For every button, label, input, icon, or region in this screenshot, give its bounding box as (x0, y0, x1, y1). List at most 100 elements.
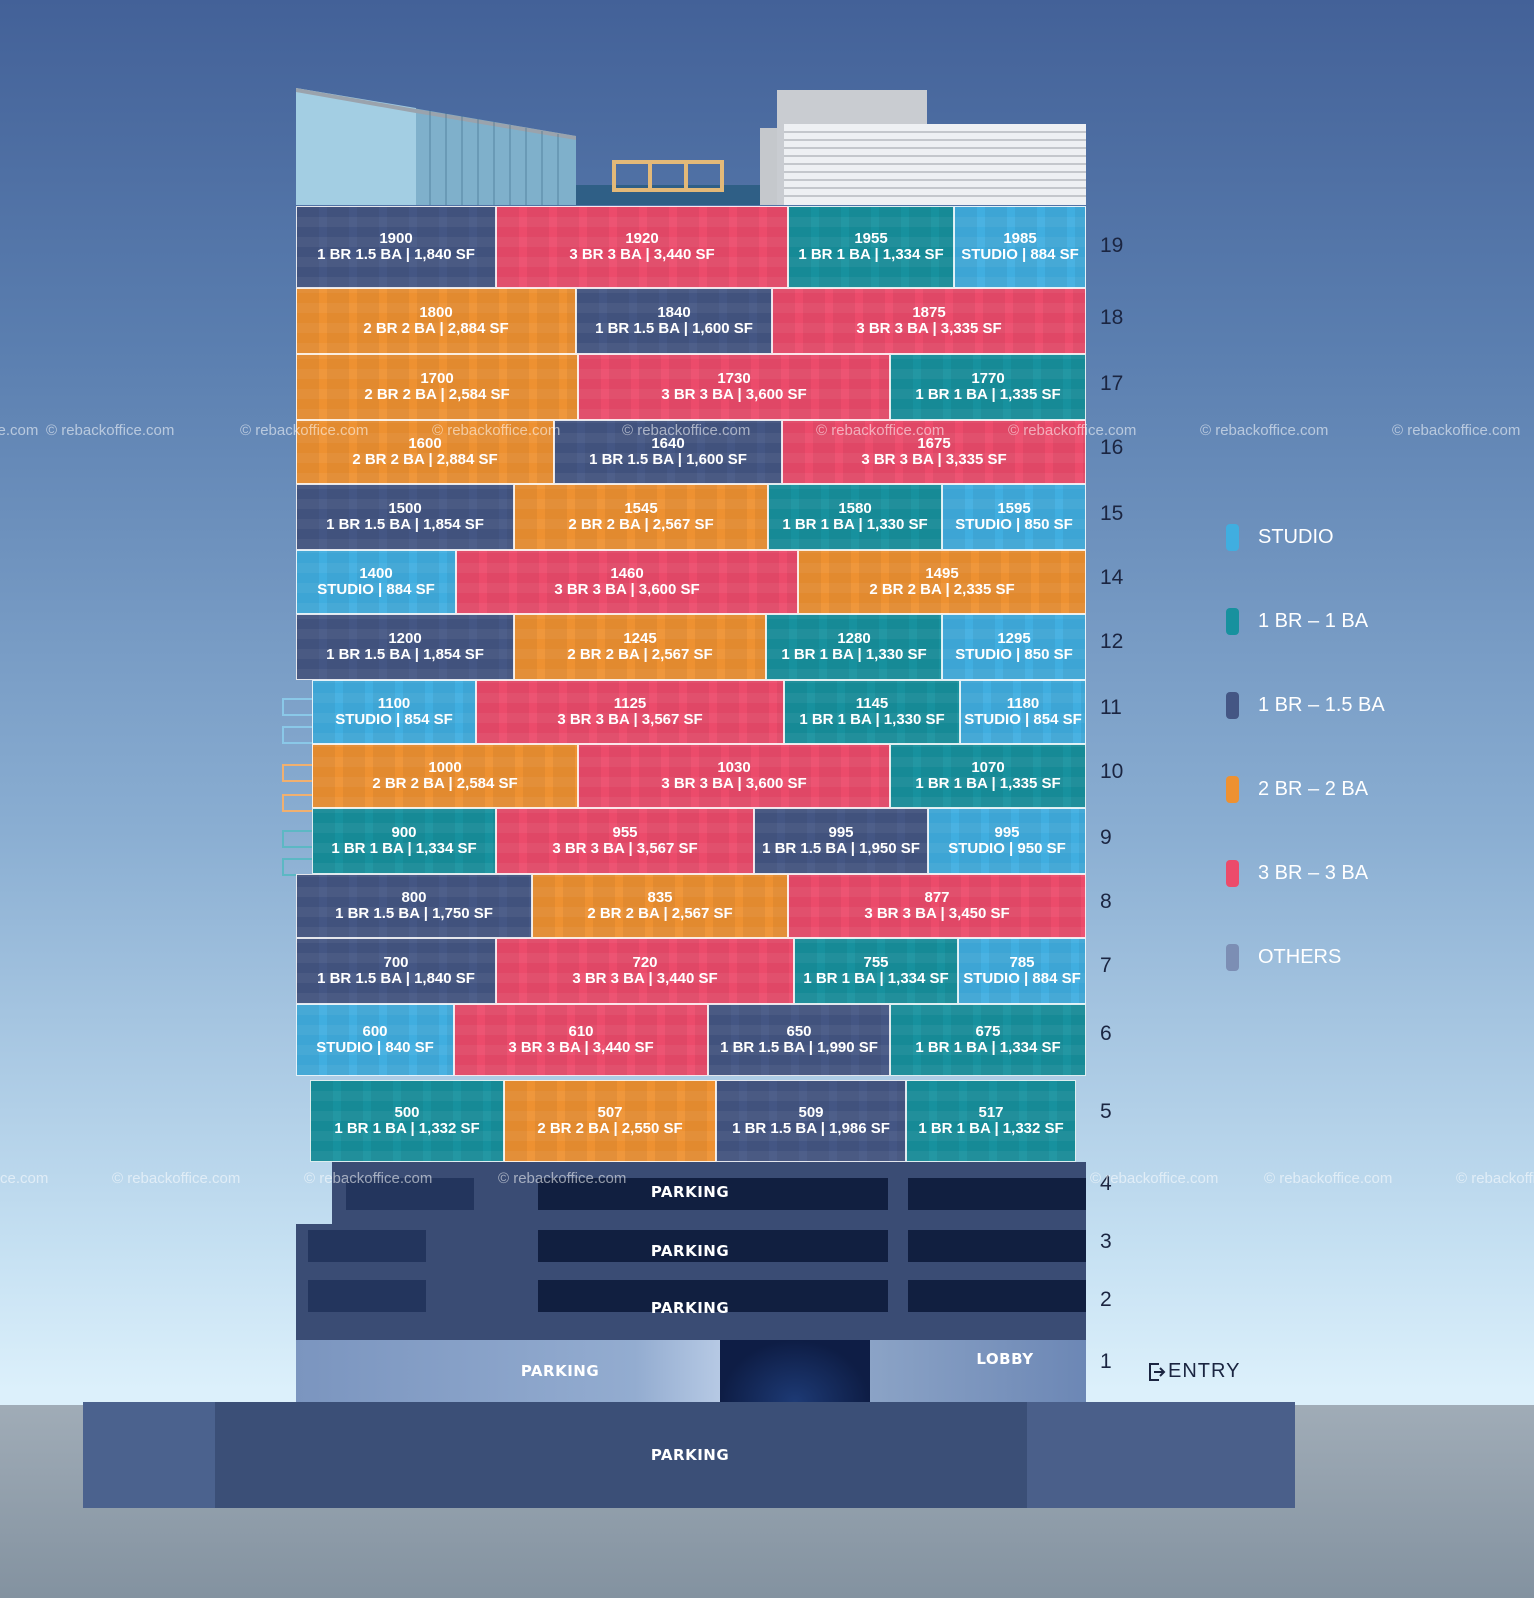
unit-1145[interactable]: 1145 1 BR 1 BA | 1,330 SF (784, 680, 960, 744)
unit-1280[interactable]: 1280 1 BR 1 BA | 1,330 SF (766, 614, 942, 680)
unit-number: 1875 (912, 304, 946, 321)
unit-1985[interactable]: 1985 STUDIO | 884 SF (954, 206, 1086, 288)
unit-1460[interactable]: 1460 3 BR 3 BA | 3,600 SF (456, 550, 798, 614)
unit-details: 2 BR 2 BA | 2,884 SF (363, 320, 509, 337)
unit-1900[interactable]: 1900 1 BR 1.5 BA | 1,840 SF (296, 206, 496, 288)
unit-1295[interactable]: 1295 STUDIO | 850 SF (942, 614, 1086, 680)
unit-995[interactable]: 995 1 BR 1.5 BA | 1,950 SF (754, 808, 928, 874)
unit-number: 1675 (917, 435, 951, 452)
floor-number-7: 7 (1100, 954, 1112, 977)
watermark-text: © rebackoffice.com (622, 422, 751, 439)
unit-number: 1955 (854, 230, 888, 247)
unit-517[interactable]: 517 1 BR 1 BA | 1,332 SF (906, 1080, 1076, 1162)
unit-1640[interactable]: 1640 1 BR 1.5 BA | 1,600 SF (554, 420, 782, 484)
unit-1700[interactable]: 1700 2 BR 2 BA | 2,584 SF (296, 354, 578, 420)
legend-swatch (1226, 608, 1239, 635)
unit-number: 1495 (925, 565, 959, 582)
legend-swatch (1226, 860, 1239, 887)
unit-1500[interactable]: 1500 1 BR 1.5 BA | 1,854 SF (296, 484, 514, 550)
floor-number-1: 1 (1100, 1350, 1112, 1373)
unit-number: 500 (394, 1104, 420, 1121)
unit-650[interactable]: 650 1 BR 1.5 BA | 1,990 SF (708, 1004, 890, 1076)
unit-610[interactable]: 610 3 BR 3 BA | 3,440 SF (454, 1004, 708, 1076)
unit-1180[interactable]: 1180 STUDIO | 854 SF (960, 680, 1086, 744)
unit-1595[interactable]: 1595 STUDIO | 850 SF (942, 484, 1086, 550)
parking-label-4: PARKING (650, 1183, 730, 1201)
ground-floor-entrance (720, 1340, 870, 1402)
unit-800[interactable]: 800 1 BR 1.5 BA | 1,750 SF (296, 874, 532, 938)
unit-number: 755 (863, 954, 889, 971)
unit-507[interactable]: 507 2 BR 2 BA | 2,550 SF (504, 1080, 716, 1162)
unit-720[interactable]: 720 3 BR 3 BA | 3,440 SF (496, 938, 794, 1004)
unit-details: 1 BR 1 BA | 1,334 SF (331, 840, 477, 857)
unit-details: 1 BR 1 BA | 1,335 SF (915, 775, 1061, 792)
floor-number-2: 2 (1100, 1288, 1112, 1311)
watermark-text: © rebackoffice.com (240, 422, 369, 439)
unit-details: 2 BR 2 BA | 2,584 SF (372, 775, 518, 792)
floor-number-5: 5 (1100, 1100, 1112, 1123)
unit-900[interactable]: 900 1 BR 1 BA | 1,334 SF (312, 808, 496, 874)
watermark-text: © rebackoffice.com (1090, 1170, 1219, 1187)
parking-levels-3-2 (296, 1224, 1086, 1340)
unit-995[interactable]: 995 STUDIO | 950 SF (928, 808, 1086, 874)
unit-700[interactable]: 700 1 BR 1.5 BA | 1,840 SF (296, 938, 496, 1004)
unit-1000[interactable]: 1000 2 BR 2 BA | 2,584 SF (312, 744, 578, 808)
balcony-stubs (282, 684, 314, 876)
unit-1030[interactable]: 1030 3 BR 3 BA | 3,600 SF (578, 744, 890, 808)
unit-785[interactable]: 785 STUDIO | 884 SF (958, 938, 1086, 1004)
unit-number: 835 (647, 889, 673, 906)
floor-number-15: 15 (1100, 502, 1124, 525)
unit-number: 509 (798, 1104, 824, 1121)
unit-1070[interactable]: 1070 1 BR 1 BA | 1,335 SF (890, 744, 1086, 808)
unit-1730[interactable]: 1730 3 BR 3 BA | 3,600 SF (578, 354, 890, 420)
unit-details: 3 BR 3 BA | 3,600 SF (554, 581, 700, 598)
unit-1675[interactable]: 1675 3 BR 3 BA | 3,335 SF (782, 420, 1086, 484)
unit-details: 1 BR 1 BA | 1,330 SF (782, 516, 928, 533)
unit-600[interactable]: 600 STUDIO | 840 SF (296, 1004, 454, 1076)
unit-number: 1295 (997, 630, 1031, 647)
unit-1495[interactable]: 1495 2 BR 2 BA | 2,335 SF (798, 550, 1086, 614)
unit-675[interactable]: 675 1 BR 1 BA | 1,334 SF (890, 1004, 1086, 1076)
legend-label: 3 BR – 3 BA (1258, 862, 1369, 884)
unit-1800[interactable]: 1800 2 BR 2 BA | 2,884 SF (296, 288, 576, 354)
unit-details: 3 BR 3 BA | 3,567 SF (552, 840, 698, 857)
legend-swatch (1226, 944, 1239, 971)
unit-details: 1 BR 1.5 BA | 1,990 SF (720, 1039, 878, 1056)
unit-details: 3 BR 3 BA | 3,600 SF (661, 775, 807, 792)
unit-details: 1 BR 1 BA | 1,334 SF (915, 1039, 1061, 1056)
unit-955[interactable]: 955 3 BR 3 BA | 3,567 SF (496, 808, 754, 874)
unit-1600[interactable]: 1600 2 BR 2 BA | 2,884 SF (296, 420, 554, 484)
unit-1770[interactable]: 1770 1 BR 1 BA | 1,335 SF (890, 354, 1086, 420)
unit-number: 1770 (971, 370, 1005, 387)
unit-1920[interactable]: 1920 3 BR 3 BA | 3,440 SF (496, 206, 788, 288)
unit-1200[interactable]: 1200 1 BR 1.5 BA | 1,854 SF (296, 614, 514, 680)
unit-details: STUDIO | 854 SF (335, 711, 453, 728)
unit-500[interactable]: 500 1 BR 1 BA | 1,332 SF (310, 1080, 504, 1162)
watermark-text: © rebackoffice.com (1264, 1170, 1393, 1187)
unit-number: 877 (924, 889, 950, 906)
unit-number: 1100 (377, 695, 411, 712)
unit-number: 517 (978, 1104, 1004, 1121)
unit-1840[interactable]: 1840 1 BR 1.5 BA | 1,600 SF (576, 288, 772, 354)
unit-number: 1700 (420, 370, 454, 387)
unit-1400[interactable]: 1400 STUDIO | 884 SF (296, 550, 456, 614)
unit-1875[interactable]: 1875 3 BR 3 BA | 3,335 SF (772, 288, 1086, 354)
unit-877[interactable]: 877 3 BR 3 BA | 3,450 SF (788, 874, 1086, 938)
unit-1100[interactable]: 1100 STUDIO | 854 SF (312, 680, 476, 744)
unit-number: 1030 (717, 759, 751, 776)
unit-1580[interactable]: 1580 1 BR 1 BA | 1,330 SF (768, 484, 942, 550)
unit-details: 1 BR 1 BA | 1,334 SF (798, 246, 944, 263)
watermark-text: © rebackoffice.com (1456, 1170, 1534, 1187)
legend-swatch (1226, 776, 1239, 803)
unit-835[interactable]: 835 2 BR 2 BA | 2,567 SF (532, 874, 788, 938)
unit-509[interactable]: 509 1 BR 1.5 BA | 1,986 SF (716, 1080, 906, 1162)
unit-755[interactable]: 755 1 BR 1 BA | 1,334 SF (794, 938, 958, 1004)
unit-1125[interactable]: 1125 3 BR 3 BA | 3,567 SF (476, 680, 784, 744)
unit-1245[interactable]: 1245 2 BR 2 BA | 2,567 SF (514, 614, 766, 680)
unit-details: 1 BR 1 BA | 1,332 SF (918, 1120, 1064, 1137)
unit-1955[interactable]: 1955 1 BR 1 BA | 1,334 SF (788, 206, 954, 288)
parking-label-2: PARKING (650, 1299, 730, 1317)
unit-1545[interactable]: 1545 2 BR 2 BA | 2,567 SF (514, 484, 768, 550)
unit-details: 3 BR 3 BA | 3,440 SF (572, 970, 718, 987)
unit-number: 1800 (419, 304, 453, 321)
